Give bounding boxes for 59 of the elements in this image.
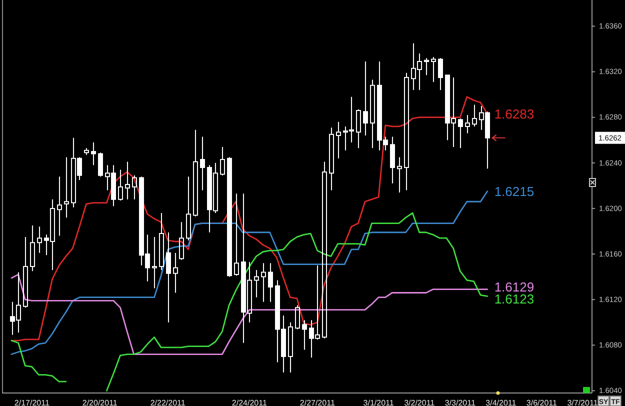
candlestick	[159, 212, 164, 270]
candlestick	[390, 136, 395, 184]
candlestick	[356, 108, 361, 149]
candlestick	[295, 304, 300, 330]
line-series	[10, 96, 488, 342]
candlestick	[200, 136, 205, 191]
candlestick	[91, 142, 96, 166]
line-series	[10, 274, 488, 355]
candlestick	[84, 148, 89, 156]
candlestick	[173, 252, 178, 294]
candlestick	[424, 58, 429, 76]
x-tick-label: 2/27/2011	[300, 398, 336, 406]
candlestick	[132, 174, 137, 200]
x-tick-label: 2/20/2011	[82, 398, 118, 406]
x-tick-label: 2/24/2011	[232, 398, 268, 406]
candlestick	[254, 269, 259, 298]
data-label: 1.6283	[494, 106, 534, 122]
candlestick	[288, 322, 293, 373]
data-label: 1.6215	[494, 184, 534, 199]
candlestick	[186, 176, 191, 241]
x-tick-label: 2/17/2011	[14, 398, 50, 406]
line-series	[10, 190, 488, 355]
candlestick	[23, 236, 28, 308]
candlestick	[64, 156, 69, 218]
candlestick	[465, 114, 470, 134]
candlestick	[125, 161, 130, 200]
candlestick	[30, 225, 35, 272]
candlestick	[397, 156, 402, 194]
x-tick-label: 3/7/2011	[567, 398, 598, 406]
x-tick-label: 2/22/2011	[150, 398, 186, 406]
x-tick-label: 3/3/2011	[444, 398, 476, 406]
candlestick	[37, 226, 42, 254]
candlestick	[152, 236, 157, 289]
candlestick	[227, 156, 232, 278]
candlestick	[234, 193, 239, 276]
candlestick	[98, 152, 103, 178]
x-tick-label: 3/2/2011	[404, 398, 436, 406]
candlestick	[472, 104, 477, 127]
candlestick	[193, 129, 198, 217]
candlestick	[57, 176, 62, 236]
candlestick	[261, 262, 266, 302]
candlestick	[404, 72, 409, 191]
candlestick	[118, 169, 123, 201]
x-tick-label: 3/6/2011	[526, 398, 558, 406]
candlestick	[166, 232, 171, 323]
candlestick	[302, 320, 307, 350]
candlestick	[220, 146, 225, 176]
x-tick-label: 3/1/2011	[363, 398, 394, 406]
candlestick	[329, 127, 334, 191]
candlestick	[363, 61, 368, 136]
candlestick	[438, 58, 443, 90]
candlestick	[336, 121, 341, 159]
candlestick	[322, 161, 327, 339]
candlestick	[458, 118, 463, 149]
candlestick	[370, 79, 375, 149]
x-tick-label: 3/4/2011	[486, 398, 517, 406]
candlestick	[179, 222, 184, 260]
candlestick	[431, 56, 436, 83]
candlestick	[268, 262, 273, 302]
